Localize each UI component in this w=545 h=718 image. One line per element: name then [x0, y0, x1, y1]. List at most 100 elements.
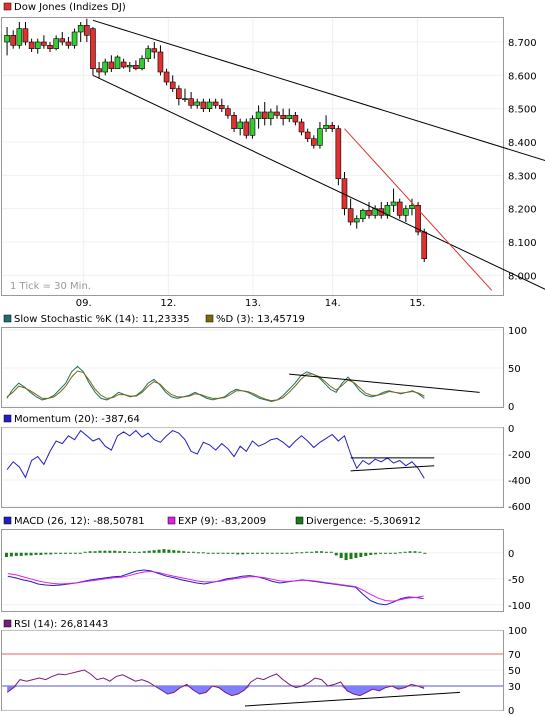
price-candle-body — [84, 25, 90, 36]
price-candle-body — [133, 65, 139, 69]
divergence-bar — [418, 551, 422, 553]
price-candle-body — [90, 28, 96, 69]
price-candle-body — [206, 101, 213, 109]
divergence-bar — [364, 552, 368, 556]
price-candle-body — [403, 208, 409, 216]
divergence-bar — [78, 552, 82, 554]
price-y-tick-label: 8.600 — [508, 71, 537, 82]
divergence-bar — [211, 552, 215, 554]
divergence-bar — [177, 550, 181, 553]
divergence-bar — [88, 551, 92, 553]
divergence-bar — [300, 552, 304, 554]
divergence-bar — [334, 552, 338, 556]
divergence-bar — [280, 552, 284, 554]
price-candle-body — [360, 210, 366, 219]
price-y-tick-label: 8.400 — [508, 138, 537, 149]
price-candle-body — [126, 65, 133, 68]
price-candle-body — [237, 121, 243, 129]
macd-plot-frame — [1, 529, 504, 612]
momentum-y-tick-label: -400 — [508, 476, 531, 487]
momentum-y-tick-label: -600 — [508, 502, 531, 513]
price-candle-body — [292, 115, 299, 123]
divergence-bar — [265, 552, 269, 554]
divergence-bar — [324, 551, 328, 553]
price-candle-body — [212, 101, 219, 106]
divergence-bar — [329, 551, 333, 553]
price-candle-body — [120, 61, 127, 68]
price-candle-body — [108, 61, 115, 69]
divergence-bar — [152, 550, 156, 553]
price-candle-body — [384, 205, 391, 216]
divergence-bar — [354, 552, 358, 558]
price-candle-body — [157, 51, 164, 73]
divergence-bar — [118, 551, 122, 553]
divergence-bar — [49, 552, 53, 555]
divergence-bar — [398, 552, 402, 554]
divergence-bar — [192, 551, 196, 553]
divergence-bar — [123, 551, 127, 553]
divergence-bar — [108, 550, 112, 553]
price-candle-body — [102, 61, 109, 73]
price-candle-body — [280, 115, 286, 119]
price-candle-body — [139, 58, 145, 69]
price-candle-body — [311, 138, 317, 146]
divergence-bar — [187, 551, 191, 553]
rsi-legend-label: RSI (14): 26,81443 — [14, 619, 108, 630]
price-candle-body — [71, 31, 78, 46]
rsi-y-tick-label: 30 — [508, 682, 521, 693]
price-candle-body — [415, 205, 421, 233]
divergence-bar — [379, 552, 383, 554]
price-candle-body — [286, 115, 293, 119]
price-candle-body — [390, 201, 397, 206]
rsi-oversold-area — [7, 686, 425, 696]
price-candle-body — [77, 25, 84, 33]
divergence-bar — [310, 551, 314, 553]
divergence-bar — [359, 552, 363, 557]
stoch-k-legend-swatch — [3, 314, 12, 323]
divergence-bar — [339, 552, 343, 558]
divergence-bar — [132, 551, 136, 553]
tick-size-note: 1 Tick = 30 Min. — [10, 281, 91, 292]
price-legend-swatch — [3, 2, 12, 11]
divergence-bar — [285, 552, 289, 554]
price-candle-body — [261, 111, 268, 119]
macd-y-tick-label: -50 — [508, 575, 524, 586]
price-candle-body — [255, 111, 262, 119]
stoch-d-legend-label: %D (3): 13,45719 — [216, 314, 305, 325]
divergence-bar — [9, 552, 13, 557]
stoch-y-tick-label: 0 — [508, 402, 514, 413]
price-candle-body — [194, 101, 201, 106]
divergence-bar — [93, 551, 97, 553]
price-candle-body — [231, 115, 237, 129]
price-candle-body — [53, 38, 59, 49]
divergence-bar — [103, 550, 107, 553]
price-x-tick-label: 15. — [409, 298, 425, 309]
stoch-d-legend-swatch — [205, 314, 214, 323]
price-candle-body — [396, 201, 403, 216]
rsi-y-tick-label: 50 — [508, 666, 521, 677]
price-candle-body — [176, 88, 182, 99]
divergence-legend-swatch — [295, 516, 304, 525]
rsi-trendline — [244, 691, 461, 707]
stoch-k-legend-label: Slow Stochastic %K (14): 11,23335 — [14, 314, 190, 325]
price-candle-body — [163, 71, 170, 83]
divergence-bar — [24, 552, 28, 556]
divergence-bar — [73, 552, 77, 554]
divergence-bar — [344, 552, 348, 561]
stoch-series-line — [6, 365, 425, 402]
divergence-bar — [19, 552, 23, 556]
divergence-bar — [162, 549, 166, 553]
price-candle-body — [317, 128, 323, 146]
stoch-y-tick-label: 100 — [508, 326, 527, 337]
divergence-bar — [275, 552, 279, 554]
price-x-tick-label: 13. — [245, 298, 261, 309]
price-y-tick-label: 8.100 — [508, 238, 537, 249]
price-x-tick-label: 09. — [76, 298, 92, 309]
rsi-legend-swatch — [3, 619, 12, 628]
price-candle-body — [243, 121, 250, 136]
divergence-bar — [172, 550, 176, 553]
momentum-trendline — [350, 465, 435, 472]
price-trendline — [92, 19, 545, 162]
rsi-y-tick-label: 70 — [508, 650, 521, 661]
divergence-bar — [295, 552, 299, 554]
